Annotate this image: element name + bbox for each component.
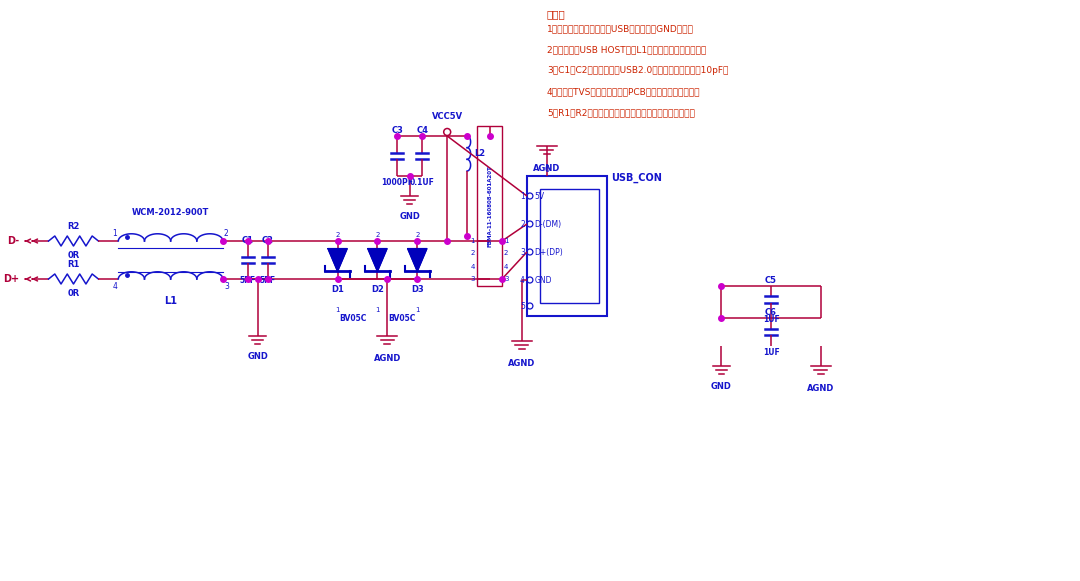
Text: C2: C2 bbox=[261, 235, 274, 245]
Text: 0.1UF: 0.1UF bbox=[409, 178, 435, 187]
Text: D+(DP): D+(DP) bbox=[535, 248, 563, 256]
Polygon shape bbox=[368, 249, 387, 271]
Text: 3: 3 bbox=[471, 276, 475, 282]
Text: AGND: AGND bbox=[807, 384, 835, 393]
Text: 4: 4 bbox=[112, 282, 118, 291]
Text: 5V: 5V bbox=[535, 192, 544, 200]
Text: 1UF: 1UF bbox=[762, 348, 780, 357]
Text: D1: D1 bbox=[332, 285, 345, 293]
Text: C6: C6 bbox=[765, 307, 778, 317]
Text: 5: 5 bbox=[521, 302, 525, 310]
Text: C3: C3 bbox=[391, 125, 403, 134]
Text: AGND: AGND bbox=[374, 354, 401, 363]
Bar bbox=[540, 189, 598, 303]
Text: D+: D+ bbox=[3, 274, 19, 284]
Text: BV05C: BV05C bbox=[389, 314, 416, 323]
Text: L1: L1 bbox=[164, 296, 177, 306]
Text: 4: 4 bbox=[471, 264, 475, 270]
Text: C1: C1 bbox=[242, 235, 254, 245]
Text: 5、R1、R2为限流电阵，使用时根据实际情况进行调整；: 5、R1、R2为限流电阵，使用时根据实际情况进行调整； bbox=[546, 108, 694, 117]
Text: 4: 4 bbox=[504, 264, 509, 270]
Text: 2: 2 bbox=[415, 231, 419, 238]
Text: 备注：: 备注： bbox=[546, 9, 566, 19]
Text: 3: 3 bbox=[224, 282, 229, 291]
Text: 3、C1、C2为预设计，在USB2.0接口时容値不要超过10pF；: 3、C1、C2为预设计，在USB2.0接口时容値不要超过10pF； bbox=[546, 66, 728, 75]
Text: 1UF: 1UF bbox=[762, 315, 780, 324]
Text: 3: 3 bbox=[521, 248, 525, 256]
Text: FBMA-11-160808-601A20T: FBMA-11-160808-601A20T bbox=[487, 165, 492, 247]
Text: 1: 1 bbox=[415, 307, 419, 313]
Polygon shape bbox=[328, 249, 348, 271]
Text: D-: D- bbox=[8, 236, 19, 246]
Text: 5PF: 5PF bbox=[240, 276, 256, 285]
Text: GND: GND bbox=[535, 275, 552, 285]
Text: R1: R1 bbox=[67, 260, 80, 269]
Text: GND: GND bbox=[711, 382, 731, 391]
Text: GND: GND bbox=[247, 352, 268, 361]
Text: 1: 1 bbox=[471, 238, 475, 244]
Text: 1、若设备为非金属外壳，USB外壳需要与GND连接；: 1、若设备为非金属外壳，USB外壳需要与GND连接； bbox=[546, 24, 693, 33]
Text: BV05C: BV05C bbox=[339, 314, 366, 323]
Text: WCM-2012-900T: WCM-2012-900T bbox=[132, 208, 210, 217]
Text: 1000PF: 1000PF bbox=[381, 178, 414, 187]
Bar bbox=[527, 176, 607, 316]
Text: 1: 1 bbox=[335, 307, 340, 313]
Text: 0R: 0R bbox=[67, 289, 80, 298]
Text: AGND: AGND bbox=[509, 359, 536, 368]
Text: 5PF: 5PF bbox=[260, 276, 275, 285]
Text: GND: GND bbox=[400, 212, 420, 221]
Text: 2: 2 bbox=[224, 229, 229, 238]
Text: 1: 1 bbox=[112, 229, 118, 238]
Polygon shape bbox=[407, 249, 427, 271]
Text: C4: C4 bbox=[416, 125, 429, 134]
Text: D3: D3 bbox=[410, 285, 423, 293]
Text: 3: 3 bbox=[504, 276, 509, 282]
Text: AGND: AGND bbox=[534, 164, 561, 173]
Text: D2: D2 bbox=[372, 285, 383, 293]
Text: 1: 1 bbox=[375, 307, 380, 313]
Text: 2: 2 bbox=[504, 250, 509, 256]
Text: D-(DM): D-(DM) bbox=[535, 220, 562, 228]
Text: 6: 6 bbox=[544, 165, 550, 174]
Text: 1: 1 bbox=[521, 192, 525, 200]
Text: 4: 4 bbox=[521, 275, 525, 285]
Text: L2: L2 bbox=[474, 149, 485, 158]
Text: 4、为保证TVS能发挥作用，在PCB设计时要大面积接地；: 4、为保证TVS能发挥作用，在PCB设计时要大面积接地； bbox=[546, 87, 700, 96]
Text: 0R: 0R bbox=[67, 251, 80, 260]
Text: 2: 2 bbox=[375, 231, 379, 238]
Text: USB_CON: USB_CON bbox=[611, 173, 662, 183]
Text: VCC5V: VCC5V bbox=[432, 112, 462, 121]
Text: 2、若接口为USB HOST，则L1需要更换为大电流磁珠；: 2、若接口为USB HOST，则L1需要更换为大电流磁珠； bbox=[546, 45, 706, 54]
Text: 2: 2 bbox=[521, 220, 525, 228]
Text: 1: 1 bbox=[504, 238, 509, 244]
Text: 2: 2 bbox=[471, 250, 475, 256]
Text: 2: 2 bbox=[336, 231, 340, 238]
Text: C5: C5 bbox=[765, 275, 778, 285]
Bar bbox=[477, 126, 502, 286]
Text: R2: R2 bbox=[67, 222, 80, 231]
